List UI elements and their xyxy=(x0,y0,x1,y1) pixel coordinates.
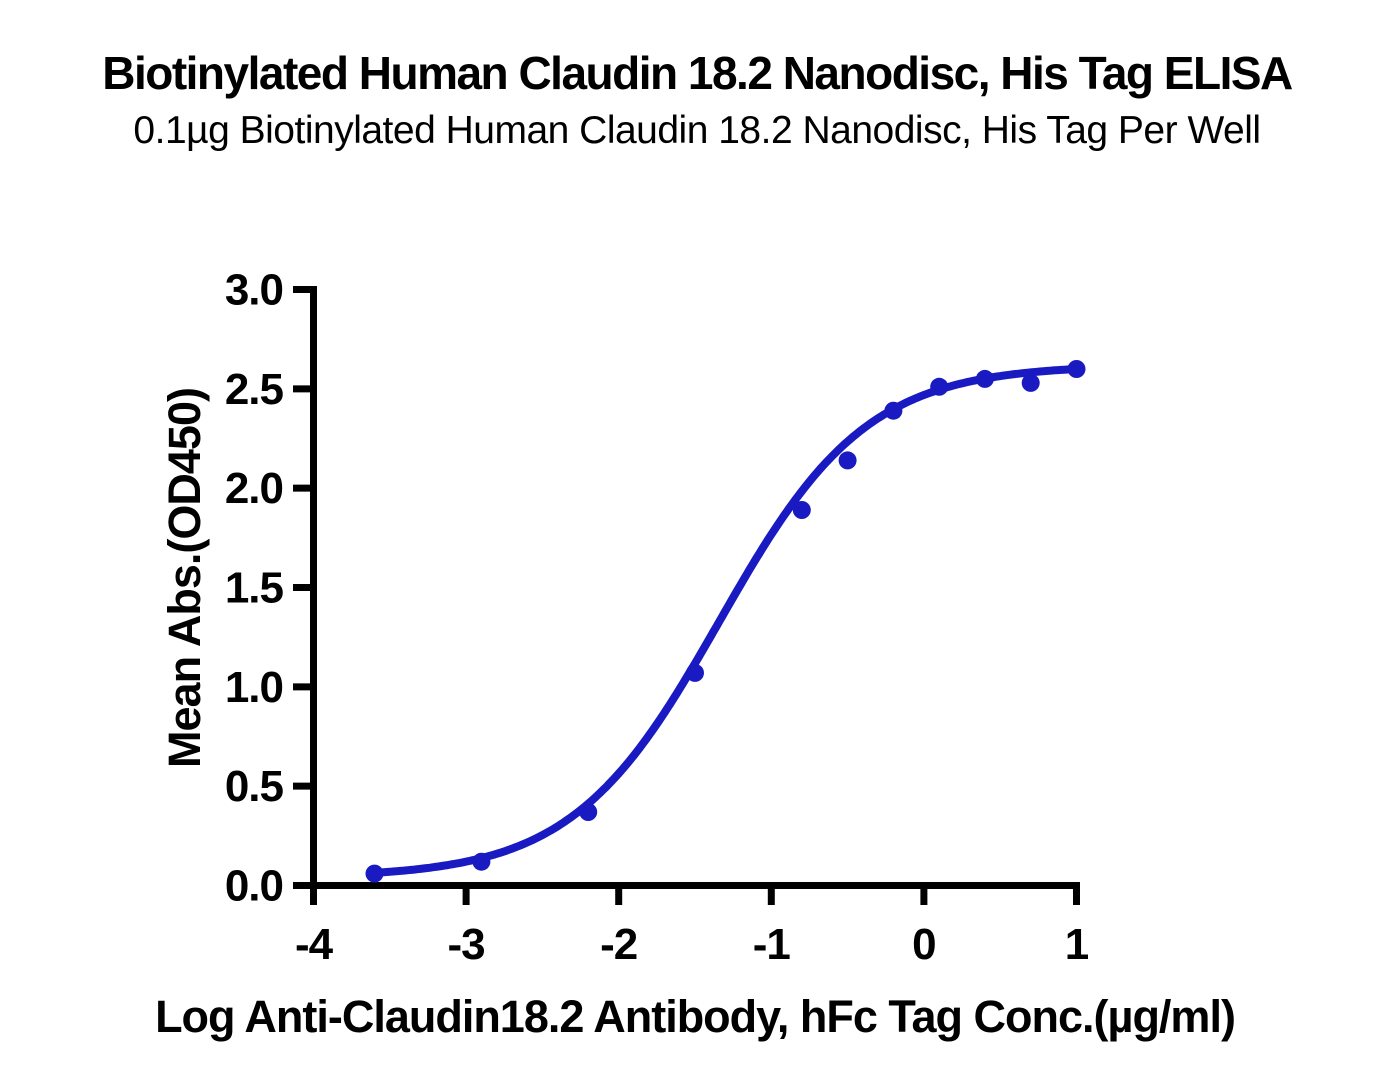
chart-title: Biotinylated Human Claudin 18.2 Nanodisc… xyxy=(102,47,1293,99)
fit-curve xyxy=(367,365,1081,877)
y-tick-label: 0.5 xyxy=(225,762,284,811)
data-point xyxy=(579,803,598,821)
x-axis-label: Log Anti-Claudin18.2 Antibody, hFc Tag C… xyxy=(155,991,1235,1042)
x-tick-label: 0 xyxy=(912,920,935,969)
y-axis-label: Mean Abs.(OD450) xyxy=(159,388,210,768)
data-point xyxy=(792,501,811,519)
data-point xyxy=(930,377,949,396)
data-point xyxy=(884,401,903,420)
y-tick-label: 0.0 xyxy=(225,862,283,911)
x-tick-label: -3 xyxy=(448,920,485,969)
series-layer xyxy=(365,360,1086,883)
y-tick-label: 1.0 xyxy=(225,663,283,712)
data-point xyxy=(1067,360,1086,378)
x-tick-label: -1 xyxy=(753,920,791,969)
data-point xyxy=(686,663,704,682)
data-point xyxy=(472,852,491,871)
data-point xyxy=(1021,373,1040,392)
data-point xyxy=(365,864,384,883)
y-tick-label: 2.0 xyxy=(225,464,283,513)
data-point xyxy=(975,369,994,388)
data-point xyxy=(838,451,857,470)
y-tick-label: 2.5 xyxy=(225,365,284,414)
y-tick-label: 3.0 xyxy=(225,266,283,315)
y-tick-label: 1.5 xyxy=(225,564,284,613)
x-tick-label: -4 xyxy=(295,920,334,969)
x-tick-label: 1 xyxy=(1065,920,1089,969)
chart-subtitle: 0.1µg Biotinylated Human Claudin 18.2 Na… xyxy=(133,109,1261,152)
x-tick-label: -2 xyxy=(600,920,637,969)
axes: 0.0 0.5 1.0 1.5 2.0 2.5 3.0 -4 -3 -2 -1 0 1 xyxy=(225,266,1090,970)
